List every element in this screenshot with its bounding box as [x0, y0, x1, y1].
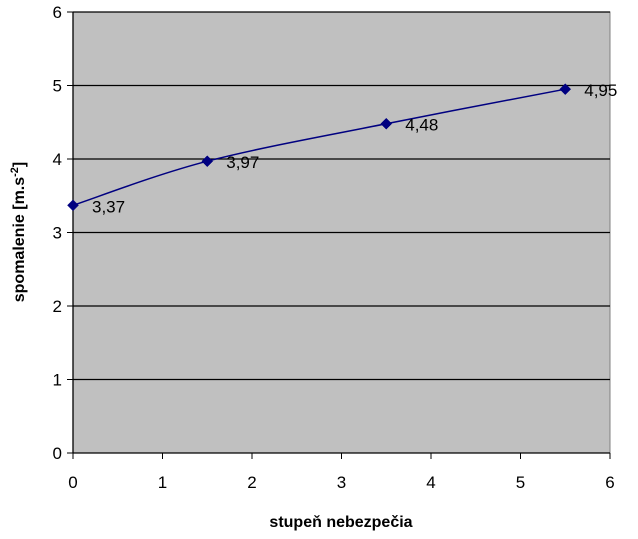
- data-point-4,48: [380, 117, 393, 130]
- data-labels: 3,37 3,97 4,48 4,95: [92, 81, 617, 216]
- x-tick-label-6: 6: [605, 473, 614, 492]
- y-tick-labels: 0 1 2 3 4 5 6: [53, 3, 62, 463]
- x-tick-label-4: 4: [426, 473, 435, 492]
- y-axis-title-base: spomalenie [m.s: [11, 177, 28, 302]
- y-axis-title: spomalenie [m.s-2]: [9, 162, 28, 302]
- data-label-4,95: 4,95: [584, 81, 617, 100]
- data-label-3,37: 3,37: [92, 197, 125, 216]
- y-axis-title-superscript: -2: [9, 167, 21, 177]
- x-tick-labels: 0 1 2 3 4 5 6: [68, 473, 614, 492]
- x-tick-label-1: 1: [158, 473, 167, 492]
- x-tick-label-2: 2: [247, 473, 256, 492]
- y-tick-label-6: 6: [53, 3, 62, 22]
- y-tick-label-5: 5: [53, 77, 62, 96]
- data-label-3,97: 3,97: [226, 153, 259, 172]
- data-point-3,97: [201, 155, 214, 168]
- data-point-3,37: [67, 199, 79, 212]
- y-tick-label-1: 1: [53, 371, 62, 390]
- y-tick-label-0: 0: [53, 444, 62, 463]
- y-tick-label-3: 3: [53, 224, 62, 243]
- x-tick-label-0: 0: [68, 473, 77, 492]
- y-axis-title-close: ]: [11, 162, 28, 167]
- x-tick-label-3: 3: [337, 473, 346, 492]
- data-point-4,95: [559, 83, 572, 96]
- series-line: [72, 88, 566, 207]
- y-tick-label-2: 2: [53, 297, 62, 316]
- x-tick-label-5: 5: [516, 473, 525, 492]
- axes: [67, 11, 611, 459]
- series: [67, 83, 572, 212]
- x-axis-title: stupeň nebezpečia: [269, 514, 412, 531]
- data-label-4,48: 4,48: [405, 116, 438, 135]
- grid-lines: [73, 11, 610, 381]
- y-tick-label-4: 4: [53, 150, 62, 169]
